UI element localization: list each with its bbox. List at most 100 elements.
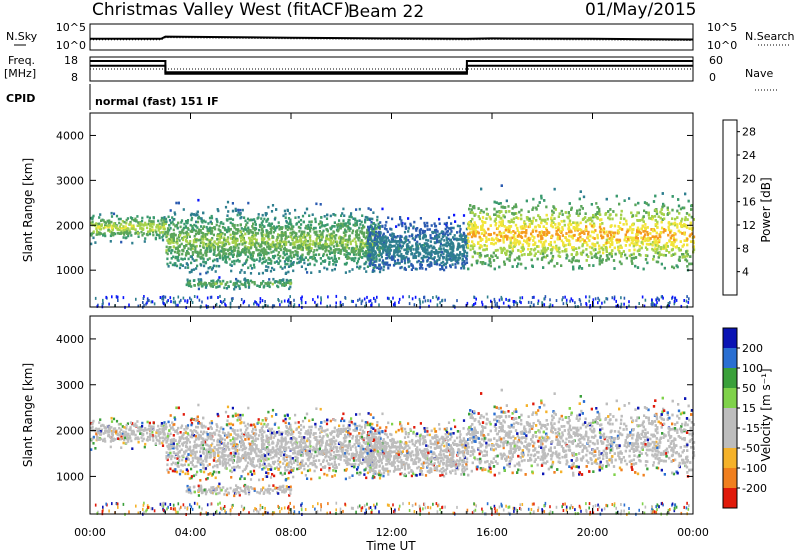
power-cell bbox=[186, 219, 190, 222]
power-cell bbox=[507, 205, 510, 208]
power-cell bbox=[174, 255, 177, 259]
power-cell bbox=[363, 244, 366, 248]
power-cell bbox=[224, 258, 227, 262]
power-cell bbox=[302, 220, 305, 224]
power-cell bbox=[261, 241, 264, 244]
power-cell bbox=[280, 245, 283, 248]
power-cell bbox=[671, 265, 674, 269]
power-cell bbox=[228, 252, 231, 255]
power-cell bbox=[585, 259, 588, 262]
power-cell bbox=[262, 280, 265, 283]
power-cell bbox=[150, 221, 153, 224]
power-cell bbox=[457, 256, 460, 260]
power-cell bbox=[253, 226, 256, 230]
power-cell bbox=[287, 217, 291, 220]
power-cell bbox=[262, 233, 265, 237]
power-cell bbox=[589, 234, 592, 238]
power-cell bbox=[303, 233, 306, 237]
power-cell bbox=[264, 260, 267, 263]
power-cell bbox=[423, 221, 426, 225]
power-cell bbox=[116, 228, 119, 231]
power-cell bbox=[142, 223, 145, 227]
power-cell bbox=[445, 224, 448, 227]
power-cell bbox=[337, 228, 340, 232]
power-cell bbox=[184, 231, 188, 235]
power-cell bbox=[342, 219, 345, 222]
power-cell bbox=[357, 257, 360, 261]
power-cell bbox=[238, 242, 241, 246]
power-cell bbox=[221, 246, 224, 249]
power-cell bbox=[193, 284, 196, 287]
power-cell bbox=[284, 237, 287, 241]
power-cell bbox=[136, 215, 139, 218]
power-cell bbox=[395, 240, 399, 243]
power-cell bbox=[289, 242, 292, 245]
power-cell bbox=[378, 259, 381, 262]
power-cell bbox=[403, 237, 406, 240]
power-cell bbox=[457, 258, 460, 262]
power-cell bbox=[386, 256, 389, 260]
power-cell bbox=[426, 255, 429, 258]
power-cell bbox=[252, 263, 256, 267]
power-cell bbox=[161, 236, 164, 239]
power-cell bbox=[470, 235, 474, 239]
power-cell bbox=[463, 255, 466, 258]
power-cell bbox=[665, 249, 668, 252]
power-cell bbox=[178, 266, 182, 270]
power-cell bbox=[119, 232, 122, 235]
power-cell bbox=[294, 240, 297, 244]
power-cell bbox=[220, 249, 223, 253]
power-cell bbox=[411, 234, 414, 237]
power-cell bbox=[633, 248, 636, 252]
power-cell bbox=[288, 255, 291, 258]
power-cell bbox=[447, 227, 450, 230]
power-cell bbox=[170, 232, 173, 236]
power-cell bbox=[178, 244, 182, 247]
power-cell bbox=[462, 221, 465, 225]
power-cell bbox=[197, 232, 200, 235]
power-cell bbox=[439, 268, 442, 271]
power-cell bbox=[244, 245, 247, 248]
power-cell bbox=[671, 217, 674, 220]
power-cell bbox=[316, 237, 319, 240]
power-cell bbox=[185, 251, 188, 255]
power-cell bbox=[404, 222, 407, 226]
power-cell bbox=[278, 243, 281, 246]
power-cell bbox=[308, 244, 311, 248]
power-cell bbox=[142, 232, 145, 235]
power-cell bbox=[233, 235, 236, 238]
power-cell bbox=[687, 199, 690, 203]
power-cell bbox=[188, 271, 191, 274]
power-cell bbox=[400, 257, 403, 260]
power-cell bbox=[453, 213, 456, 217]
power-cell bbox=[226, 200, 230, 204]
power-cell bbox=[596, 241, 599, 245]
power-cell bbox=[139, 227, 142, 230]
power-cell bbox=[300, 248, 303, 251]
power-cell bbox=[282, 278, 285, 281]
power-cell bbox=[337, 257, 341, 260]
power-cell bbox=[277, 285, 280, 289]
power-cell bbox=[98, 225, 101, 229]
power-cell bbox=[408, 234, 411, 238]
power-cell bbox=[370, 250, 373, 254]
power-cell bbox=[503, 225, 506, 228]
power-cell bbox=[356, 219, 359, 223]
power-cell bbox=[537, 204, 540, 207]
power-cell bbox=[175, 224, 178, 228]
power-cell bbox=[375, 255, 378, 258]
power-cell bbox=[628, 197, 631, 200]
noise-search-line bbox=[90, 37, 694, 41]
power-cell bbox=[250, 236, 253, 239]
power-cell bbox=[368, 243, 371, 247]
power-cell bbox=[340, 214, 343, 217]
power-cell bbox=[371, 253, 374, 256]
power-cell bbox=[379, 239, 382, 243]
power-cell bbox=[388, 256, 391, 260]
power-cell bbox=[305, 207, 309, 211]
power-cell bbox=[237, 249, 240, 253]
power-cell bbox=[345, 246, 349, 249]
power-cell bbox=[232, 250, 235, 253]
power-cell bbox=[419, 232, 422, 235]
power-cell bbox=[404, 240, 407, 244]
